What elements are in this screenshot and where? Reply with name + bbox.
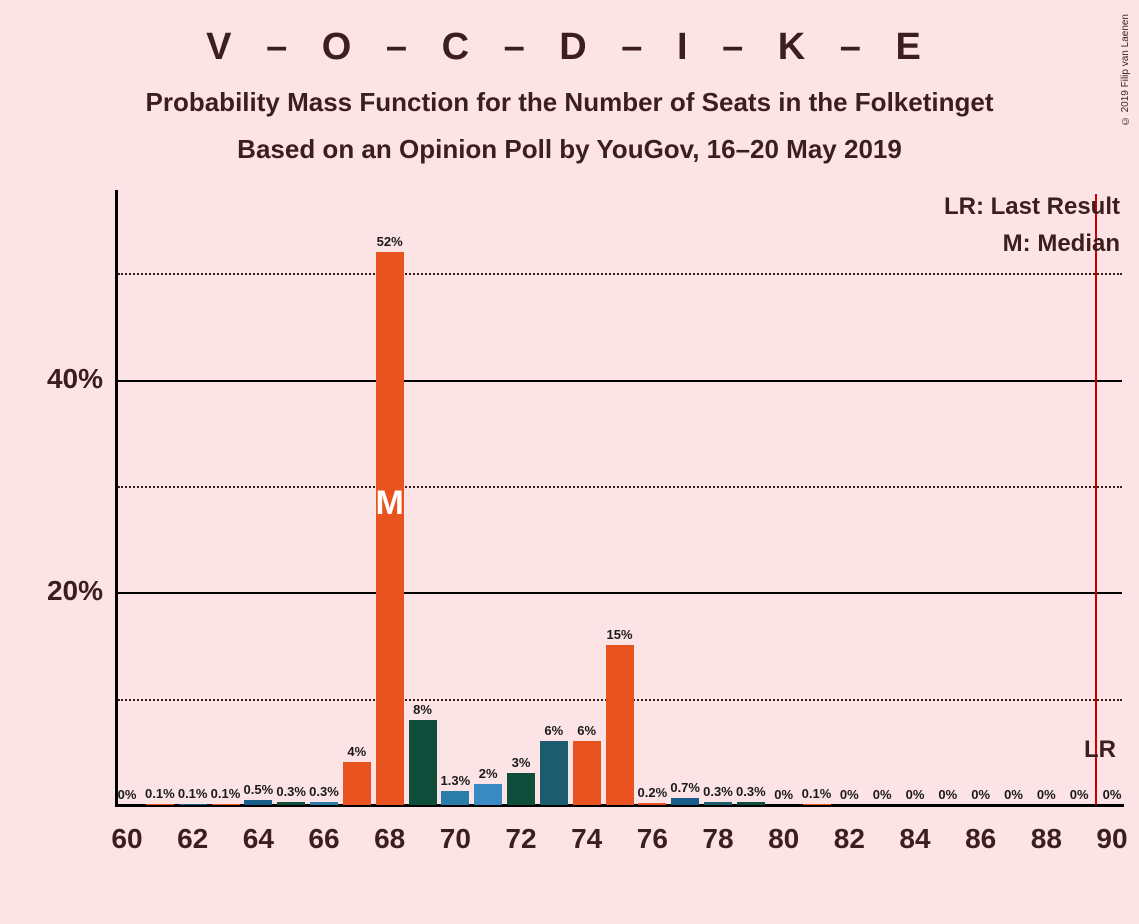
- bar-value-label: 0%: [971, 787, 990, 802]
- bar-value-label: 0.1%: [211, 786, 241, 801]
- bar-value-label: 0.3%: [309, 784, 339, 799]
- x-tick-label: 72: [505, 823, 536, 855]
- bar: [737, 802, 765, 805]
- bar: [343, 762, 371, 805]
- bar-value-label: 0%: [1070, 787, 1089, 802]
- bar-value-label: 4%: [347, 744, 366, 759]
- x-tick-label: 78: [702, 823, 733, 855]
- bar-value-label: 0.1%: [802, 786, 832, 801]
- legend-median: M: Median: [820, 230, 1120, 258]
- bar-value-label: 0.3%: [703, 784, 733, 799]
- bar: [277, 802, 305, 805]
- bar-value-label: 0%: [118, 787, 137, 802]
- bar: [179, 804, 207, 805]
- x-tick-label: 82: [834, 823, 865, 855]
- bar-value-label: 0.3%: [276, 784, 306, 799]
- bar-value-label: 0.5%: [244, 782, 274, 797]
- bar-value-label: 3%: [512, 755, 531, 770]
- chart-subtitle-2: Based on an Opinion Poll by YouGov, 16–2…: [0, 134, 1139, 165]
- x-tick-label: 62: [177, 823, 208, 855]
- bar: [638, 803, 666, 805]
- legend-last-result: LR: Last Result: [820, 193, 1120, 221]
- bar: [146, 804, 174, 805]
- bar-value-label: 52%: [377, 234, 403, 249]
- x-tick-label: 76: [637, 823, 668, 855]
- x-tick-label: 60: [111, 823, 142, 855]
- x-tick-label: 84: [899, 823, 930, 855]
- last-result-label: LR: [1084, 736, 1116, 764]
- x-tick-label: 68: [374, 823, 405, 855]
- median-marker: M: [375, 484, 403, 523]
- bar: [540, 741, 568, 805]
- bar-value-label: 0.2%: [638, 785, 668, 800]
- y-tick-label: 40%: [7, 363, 103, 395]
- bar-value-label: 0.7%: [670, 780, 700, 795]
- bar: [376, 252, 404, 805]
- bar: [704, 802, 732, 805]
- bar-value-label: 0%: [938, 787, 957, 802]
- bar-value-label: 15%: [606, 627, 632, 642]
- copyright-text: © 2019 Filip van Laenen: [1120, 14, 1131, 126]
- x-tick-label: 88: [1031, 823, 1062, 855]
- x-tick-label: 86: [965, 823, 996, 855]
- chart-subtitle-1: Probability Mass Function for the Number…: [0, 87, 1139, 118]
- x-tick-label: 90: [1096, 823, 1127, 855]
- bar: [803, 804, 831, 805]
- y-tick-label: 20%: [7, 575, 103, 607]
- bar-value-label: 0%: [906, 787, 925, 802]
- bar: [244, 800, 272, 805]
- bar-value-label: 0.1%: [145, 786, 175, 801]
- x-tick-label: 66: [308, 823, 339, 855]
- bar: [212, 804, 240, 805]
- bar-value-label: 0%: [873, 787, 892, 802]
- bar-value-label: 0.3%: [736, 784, 766, 799]
- bar-value-label: 0%: [1037, 787, 1056, 802]
- bar-value-label: 0%: [1103, 787, 1122, 802]
- bar-value-label: 0%: [774, 787, 793, 802]
- chart-title: V – O – C – D – I – K – E: [0, 0, 1139, 69]
- bar-value-label: 8%: [413, 702, 432, 717]
- bar-value-label: 6%: [577, 723, 596, 738]
- bar: [573, 741, 601, 805]
- gridline: [118, 273, 1122, 275]
- gridline: [118, 380, 1122, 382]
- bar: [409, 720, 437, 805]
- bar: [671, 798, 699, 805]
- x-tick-label: 80: [768, 823, 799, 855]
- bar: [474, 784, 502, 805]
- bar-value-label: 0%: [840, 787, 859, 802]
- bar-value-label: 1.3%: [441, 773, 471, 788]
- gridline: [118, 486, 1122, 488]
- bar-value-label: 6%: [544, 723, 563, 738]
- x-tick-label: 74: [571, 823, 602, 855]
- bar: [606, 645, 634, 805]
- bar-value-label: 0%: [1004, 787, 1023, 802]
- gridline: [118, 592, 1122, 594]
- bar: [441, 791, 469, 805]
- bar-value-label: 2%: [479, 766, 498, 781]
- last-result-line: [1095, 194, 1097, 805]
- bar: [310, 802, 338, 805]
- pmf-bar-chart: 40%20%606264666870727476788082848688900%…: [117, 190, 1122, 835]
- y-axis: [115, 190, 118, 805]
- bar: [507, 773, 535, 805]
- x-tick-label: 64: [243, 823, 274, 855]
- x-tick-label: 70: [440, 823, 471, 855]
- bar-value-label: 0.1%: [178, 786, 208, 801]
